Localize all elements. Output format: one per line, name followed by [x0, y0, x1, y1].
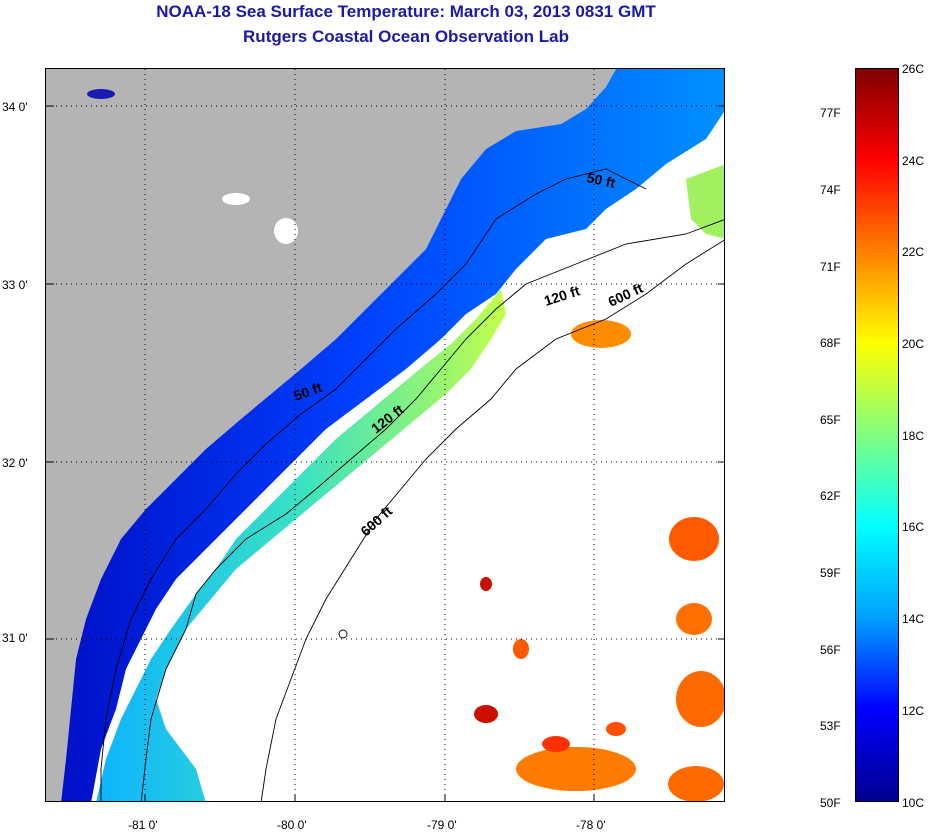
cb-c-26: 26C [902, 62, 925, 76]
temperature-colorbar [855, 68, 899, 802]
small-ring-marker [338, 629, 348, 639]
cb-f-62: 62F [820, 489, 841, 503]
cb-f-56: 56F [820, 643, 841, 657]
cb-f-74: 74F [820, 183, 841, 197]
cb-f-68: 68F [820, 336, 841, 350]
contour-label-120ft-north: 120 ft [542, 282, 582, 309]
cb-c-24: 24C [902, 154, 925, 168]
cb-f-77: 77F [820, 106, 841, 120]
chart-subtitle: Rutgers Coastal Ocean Observation Lab [243, 27, 569, 46]
cb-f-50: 50F [820, 796, 841, 810]
cb-c-18: 18C [902, 429, 925, 443]
ne-warm-patch [686, 164, 724, 239]
inland-lake-2 [222, 193, 250, 205]
shelf-warm-water [96, 289, 506, 801]
land [46, 69, 616, 801]
lat-label-33: 33 0' [2, 278, 28, 292]
cb-f-59: 59F [820, 566, 841, 580]
lat-label-32: 32 0' [2, 456, 28, 470]
lon-label-79: -79 0' [427, 818, 457, 832]
lon-label-81: -81 0' [128, 818, 158, 832]
cb-f-71: 71F [820, 260, 841, 274]
graticule [46, 69, 724, 801]
isobath-600ft [260, 239, 724, 801]
cb-c-10: 10C [902, 796, 925, 810]
lat-label-31: 31 0' [2, 631, 28, 645]
coastal-cold-water [61, 69, 724, 801]
contour-label-50ft-north: 50 ft [585, 169, 617, 191]
lat-label-34: 34 0' [2, 100, 28, 114]
isobath-50ft [100, 168, 647, 801]
cb-c-12: 12C [902, 704, 925, 718]
cb-f-53: 53F [820, 719, 841, 733]
cb-c-14: 14C [902, 612, 925, 626]
cb-c-20: 20C [902, 337, 925, 351]
inland-lake-1 [274, 218, 298, 244]
sst-map: 50 ft 50 ft 120 ft 120 ft 600 ft 600 ft [45, 68, 725, 802]
chart-title: NOAA-18 Sea Surface Temperature: March 0… [156, 2, 656, 21]
isobath-120ft [140, 219, 724, 801]
frame-ticks [46, 105, 724, 801]
contour-label-600ft-south: 600 ft [357, 503, 395, 540]
isobaths [100, 168, 724, 801]
lon-label-78: -78 0' [576, 818, 606, 832]
inland-lake-3 [87, 89, 115, 99]
cb-f-65: 65F [820, 413, 841, 427]
offshore-warm-patches [474, 320, 724, 801]
cb-c-16: 16C [902, 520, 925, 534]
lon-label-80: -80 0' [277, 818, 307, 832]
cb-c-22: 22C [902, 245, 925, 259]
sst-map-svg: 50 ft 50 ft 120 ft 120 ft 600 ft 600 ft [46, 69, 724, 801]
